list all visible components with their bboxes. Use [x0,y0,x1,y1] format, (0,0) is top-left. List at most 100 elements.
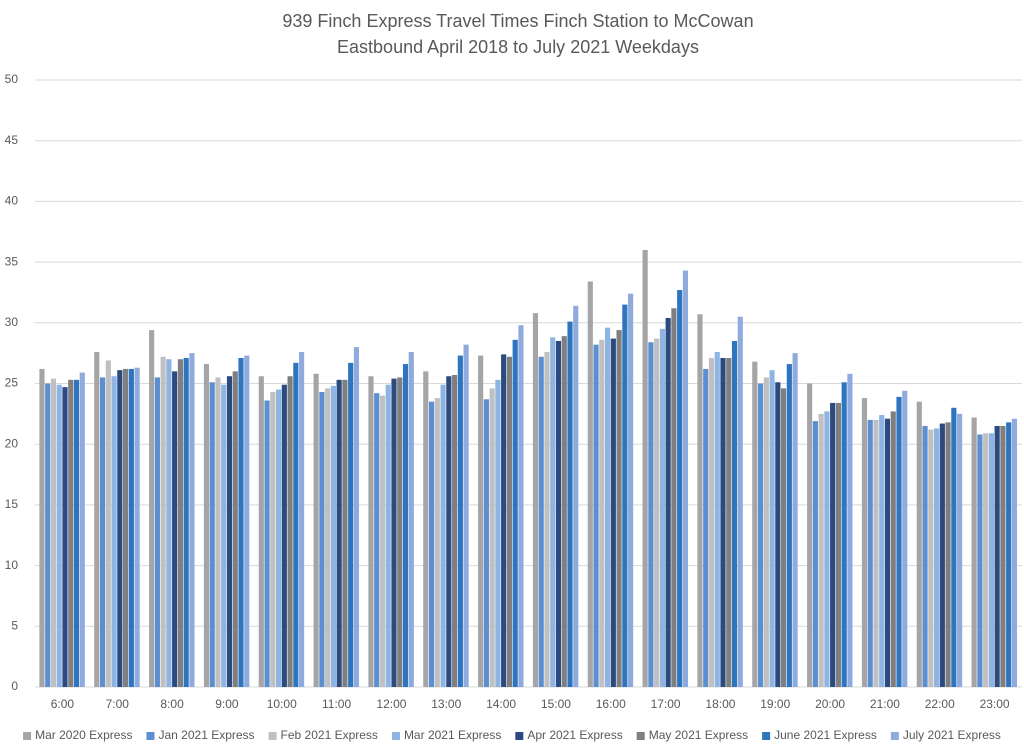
bar [610,338,616,687]
bar [149,330,155,687]
bar [873,419,879,687]
x-tick-label: 7:00 [106,697,130,711]
bar [166,359,172,687]
bar [957,413,963,687]
x-tick-label: 18:00 [705,697,735,711]
bar [446,376,452,687]
bar [299,351,305,687]
bar [374,393,380,687]
bar [642,249,648,687]
bar [977,434,983,687]
bar [203,364,210,687]
bar [1011,418,1018,687]
bar [945,422,951,687]
bar [79,372,85,687]
legend-swatch [636,732,645,740]
x-tick-label: 15:00 [541,697,571,711]
bar [567,321,573,687]
bar [379,395,386,687]
bar [189,353,195,687]
bar [238,358,244,687]
bar [111,376,117,687]
bar [287,376,293,687]
bar [313,373,319,687]
y-tick-label: 15 [5,497,19,511]
bar [463,344,469,687]
bar [884,418,891,687]
bar [264,400,270,687]
bar [599,339,605,687]
chart-title: 939 Finch Express Travel Times Finch Sta… [282,11,753,31]
legend-label: Feb 2021 Express [281,728,378,742]
legend-label: Apr 2021 Express [527,728,622,742]
bar [988,433,994,687]
legend-label: Mar 2020 Express [35,728,132,742]
bar [671,308,677,687]
x-tick-label: 11:00 [322,697,351,711]
bar [226,376,233,687]
bar [319,391,325,687]
bar [495,379,501,687]
bar [786,364,792,687]
bar [847,373,853,687]
legend-swatch [268,732,277,740]
bar [824,411,830,687]
bar [209,382,215,687]
bar [890,411,896,687]
bar [983,433,989,687]
x-tick-label: 12:00 [376,697,406,711]
bar [39,368,45,687]
y-tick-label: 10 [5,558,19,572]
bar [428,401,435,687]
bar [478,355,484,687]
bar [708,358,715,687]
bar [659,328,665,687]
bar [933,428,940,687]
y-tick-label: 30 [5,315,19,329]
bar [841,382,847,687]
y-tick-label: 25 [5,376,19,390]
bar [391,378,397,687]
bar [1006,422,1012,687]
bar [506,356,512,687]
bar [452,375,458,687]
bar [489,388,495,687]
bar [555,341,562,687]
bar [368,376,374,687]
y-tick-label: 20 [5,436,19,450]
bar [622,304,628,687]
bar [561,336,567,687]
legend-label: May 2021 Express [649,728,748,742]
bar [325,388,331,687]
x-tick-label: 16:00 [596,697,626,711]
bar [128,368,134,687]
bar [593,344,599,687]
bar [726,358,732,687]
bar [867,419,873,687]
bar [1000,425,1006,687]
bar [922,425,928,687]
bar [244,355,250,687]
x-tick-label: 8:00 [160,697,184,711]
bar [971,417,977,687]
bar [757,383,764,687]
x-tick-label: 19:00 [760,697,790,711]
bar [275,389,282,687]
bar [916,401,922,687]
bar [538,356,544,687]
bar [604,327,611,687]
bar [781,388,787,687]
bar [861,398,868,687]
bar [99,377,106,687]
bar [616,330,622,687]
bar [68,379,74,687]
bar [183,358,189,687]
legend-swatch [890,732,899,740]
bar [818,413,824,687]
bar [807,383,813,687]
legend-swatch [515,732,524,740]
bar [177,359,183,687]
bar [342,379,348,687]
y-tick-label: 45 [5,133,19,147]
bar [94,351,100,687]
